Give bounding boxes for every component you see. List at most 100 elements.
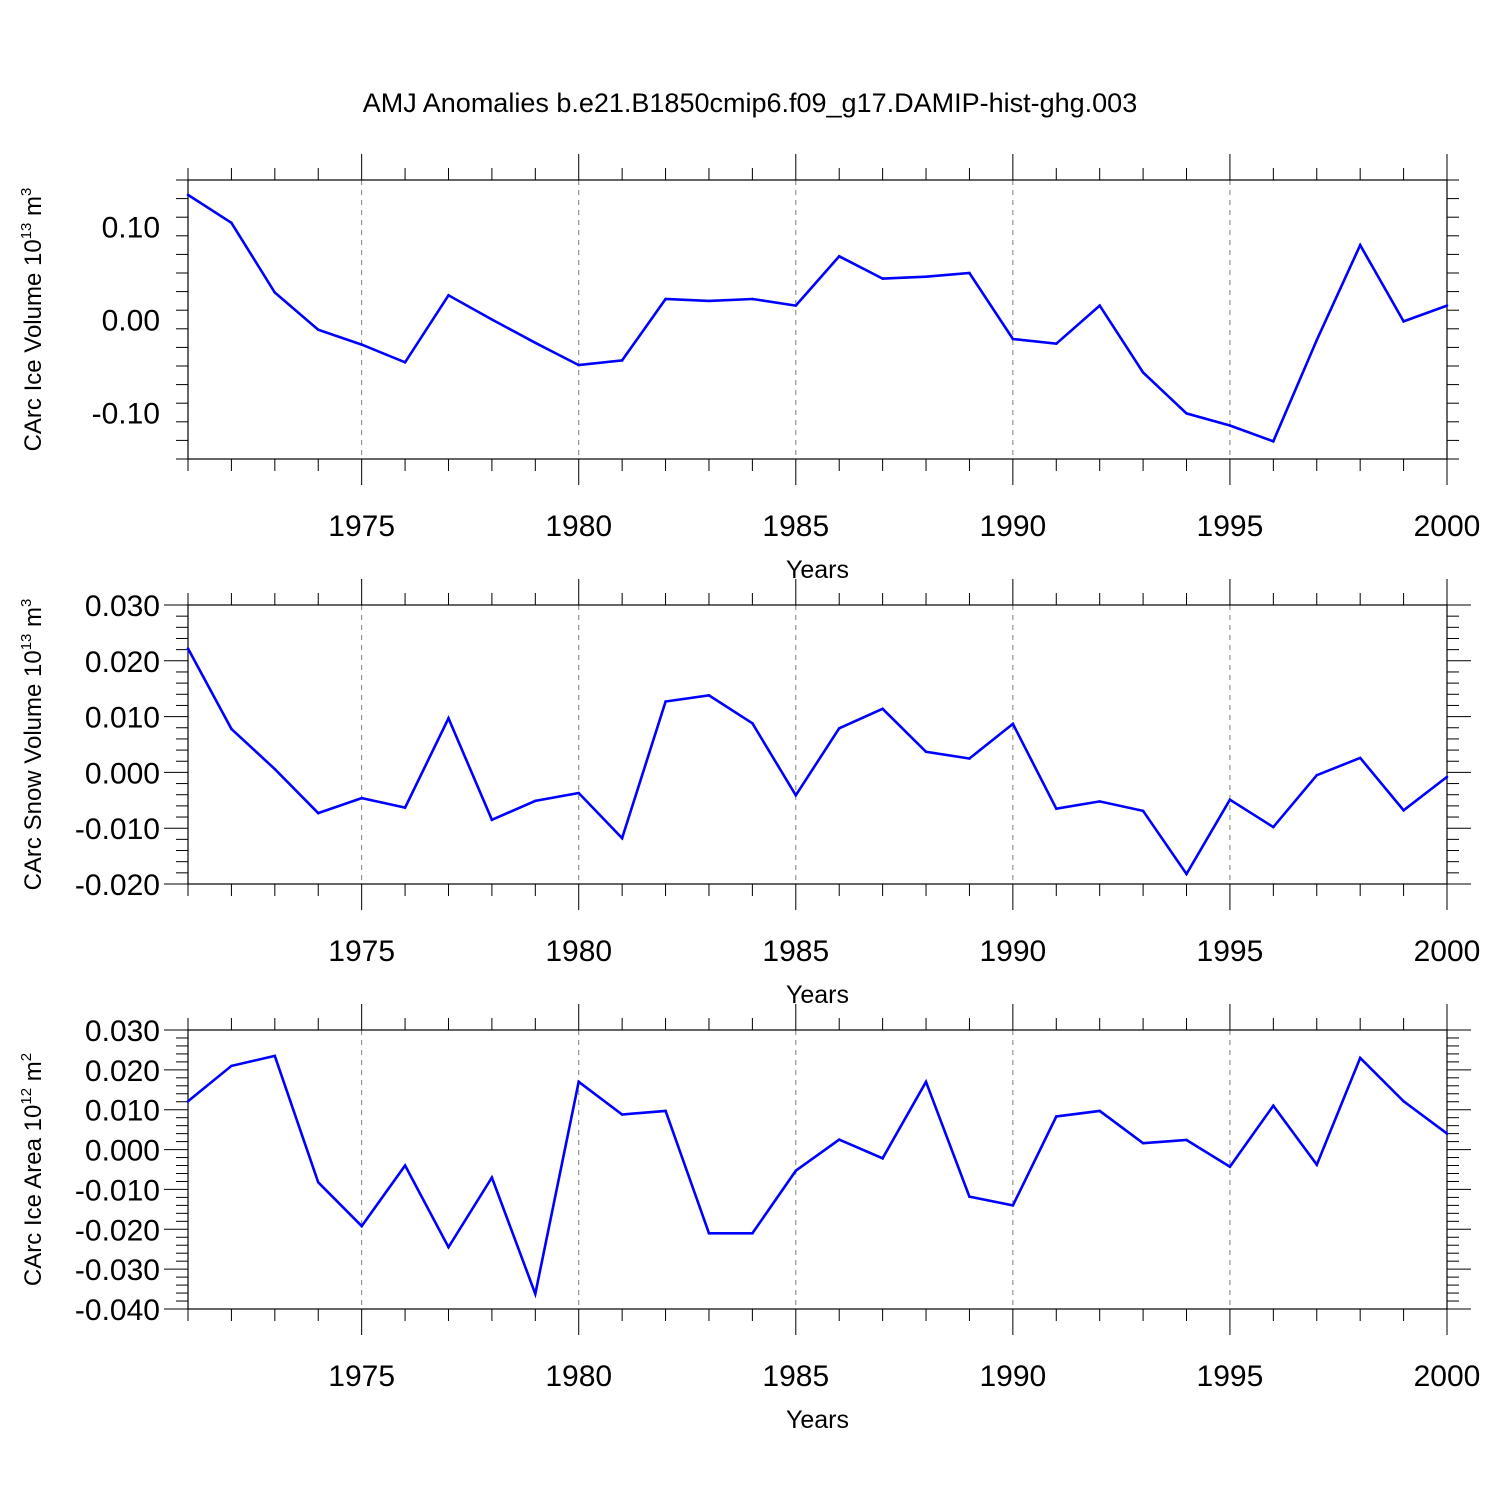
data-point — [1445, 1132, 1449, 1135]
y-tick-label: -0.020 — [75, 869, 160, 902]
data-point — [707, 1231, 711, 1235]
data-point — [273, 291, 277, 294]
data-point — [968, 757, 971, 760]
data-point — [1272, 440, 1275, 443]
x-tick-label: 1980 — [545, 935, 612, 968]
data-point — [1141, 1141, 1145, 1145]
x-tick-label: 1990 — [979, 935, 1046, 968]
y-tick-label: 0.010 — [85, 702, 160, 735]
data-point — [577, 363, 581, 367]
data-point — [447, 1245, 450, 1249]
data-point — [620, 359, 624, 362]
data-point — [490, 1176, 494, 1179]
data-point — [490, 818, 494, 822]
x-tick-label: 1985 — [762, 935, 829, 968]
y-tick-label: -0.010 — [75, 813, 160, 846]
data-point — [186, 193, 190, 197]
data-point — [1098, 1109, 1101, 1113]
data-point — [1358, 243, 1362, 247]
series-line — [187, 1054, 1448, 1299]
x-axis-label: Years — [786, 556, 849, 584]
x-tick-label: 1995 — [1197, 935, 1264, 968]
data-point — [186, 1100, 190, 1103]
data-point — [360, 1224, 363, 1228]
plot-frame — [187, 179, 1448, 460]
data-point — [837, 727, 841, 730]
y-tick-label: 0.000 — [85, 1135, 160, 1168]
data-point — [1445, 304, 1449, 307]
data-point — [1402, 809, 1405, 812]
y-tick-label: -0.10 — [92, 398, 160, 431]
y-axis-label-unit: m — [20, 196, 47, 223]
data-point — [316, 811, 320, 815]
data-point — [1315, 338, 1319, 342]
y-axis-label-main: CArc Snow Volume 10 — [20, 650, 47, 890]
y-axis-label-unit: m — [20, 607, 47, 634]
data-point — [751, 1231, 754, 1235]
y-axis-label-unit-exponent: 3 — [18, 188, 35, 196]
data-point — [707, 694, 711, 697]
data-point — [751, 297, 754, 301]
data-point — [924, 750, 928, 754]
data-point — [881, 277, 884, 280]
y-tick-label: 0.020 — [85, 1055, 160, 1088]
data-point — [186, 647, 190, 650]
data-point — [1445, 775, 1449, 779]
data-point — [794, 304, 798, 307]
data-point — [1011, 722, 1015, 726]
data-point — [230, 221, 233, 225]
y-tick-label: 0.00 — [102, 305, 160, 338]
plot-frame — [187, 1029, 1448, 1310]
x-tick-label: 1980 — [545, 510, 612, 543]
data-point — [1098, 304, 1101, 307]
data-point — [707, 299, 711, 303]
data-point — [534, 341, 537, 345]
y-axis-label-exponent: 13 — [18, 634, 35, 651]
data-point — [230, 727, 233, 731]
y-tick-label: -0.010 — [75, 1174, 160, 1207]
y-tick-label: 0.030 — [85, 1015, 160, 1048]
data-point — [1358, 1056, 1362, 1060]
data-point — [360, 796, 363, 800]
data-point — [620, 1113, 624, 1116]
data-point — [316, 328, 320, 332]
x-tick-label: 1985 — [762, 1360, 829, 1393]
y-axis-label-main: CArc Ice Volume 10 — [20, 239, 47, 451]
data-point — [1141, 371, 1145, 374]
data-point — [794, 793, 798, 797]
x-tick-label: 1975 — [328, 1360, 395, 1393]
x-tick-label: 2000 — [1414, 1360, 1481, 1393]
data-point — [1185, 872, 1188, 876]
data-point — [447, 716, 450, 720]
data-point — [620, 836, 624, 840]
x-tick-label: 1975 — [328, 935, 395, 968]
data-point — [924, 1080, 928, 1084]
chart-title: AMJ Anomalies b.e21.B1850cmip6.f09_g17.D… — [362, 88, 1138, 118]
y-axis-label-unit-exponent: 2 — [18, 1053, 35, 1061]
data-point — [1054, 342, 1058, 345]
data-point — [403, 360, 407, 364]
x-tick-label: 1990 — [979, 510, 1046, 543]
y-tick-label: 0.10 — [102, 212, 160, 245]
plot-frame — [187, 604, 1448, 885]
data-point — [1358, 756, 1362, 760]
data-point — [230, 1064, 233, 1068]
data-point — [316, 1180, 320, 1184]
y-tick-label: 0.000 — [85, 757, 160, 790]
x-tick-label: 2000 — [1414, 935, 1481, 968]
chart-panel-2: -0.020 -0.010 0.000 0.010 0.020 0.030 1975 1980… — [18, 579, 1480, 1009]
y-axis-label-main: CArc Ice Area 10 — [20, 1105, 47, 1286]
data-point — [1228, 1165, 1232, 1169]
data-point — [924, 275, 928, 279]
data-point — [881, 1157, 884, 1160]
data-point — [577, 1080, 581, 1084]
y-axis-label-exponent: 12 — [18, 1088, 35, 1105]
series-line — [187, 193, 1448, 443]
y-axis-label: CArc Snow Volume 1013 m3 — [18, 599, 47, 891]
x-tick-label: 1975 — [328, 510, 395, 543]
x-tick-label: 1995 — [1197, 1360, 1264, 1393]
data-point — [837, 1138, 841, 1141]
data-point — [1054, 1115, 1058, 1118]
